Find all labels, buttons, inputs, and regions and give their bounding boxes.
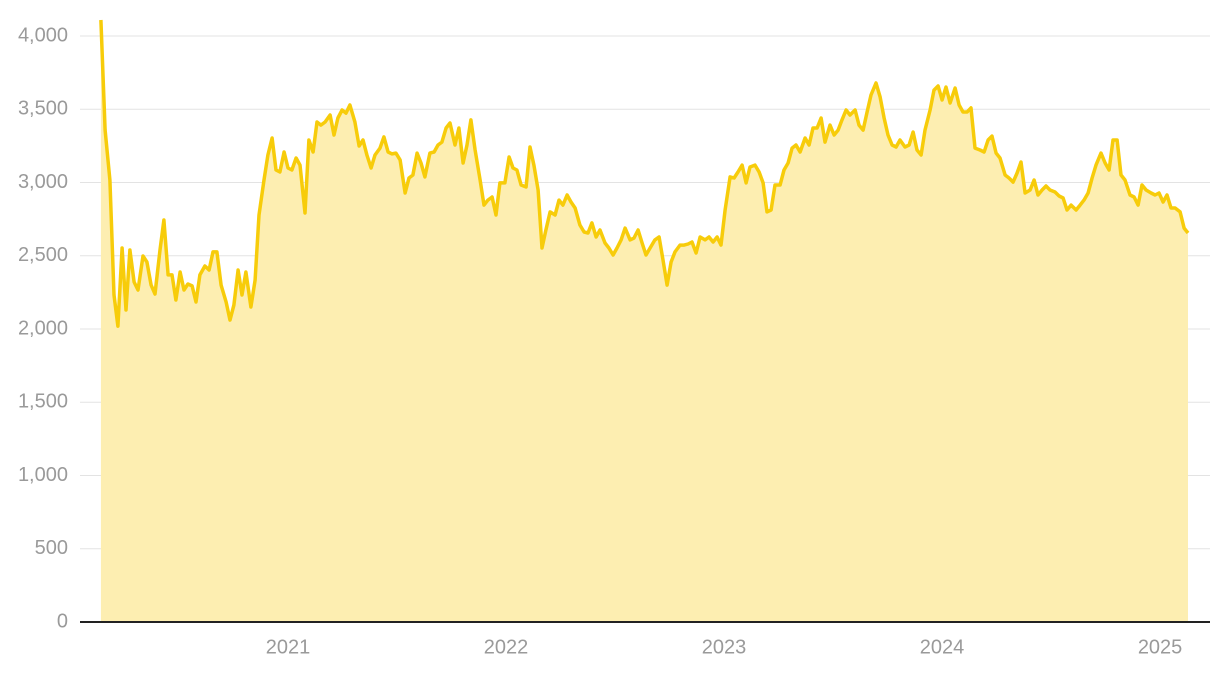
area <box>100 20 1188 622</box>
x-tick-label: 2023 <box>702 636 747 658</box>
y-tick-label: 500 <box>35 537 68 559</box>
y-tick-label: 2,500 <box>18 244 68 266</box>
y-tick-label: 3,500 <box>18 98 68 120</box>
y-tick-label: 1,000 <box>18 464 68 486</box>
y-tick-label: 4,000 <box>18 24 68 46</box>
x-tick-label: 2025 <box>1138 636 1183 658</box>
x-tick-label: 2022 <box>484 636 529 658</box>
y-tick-label: 1,500 <box>18 391 68 413</box>
line <box>99 19 1190 328</box>
y-tick-label: 2,000 <box>18 317 68 339</box>
y-tick-label: 3,000 <box>18 171 68 193</box>
x-tick-label: 2021 <box>266 636 311 658</box>
x-tick-label: 2024 <box>920 636 965 658</box>
y-tick-label: 0 <box>57 610 68 632</box>
